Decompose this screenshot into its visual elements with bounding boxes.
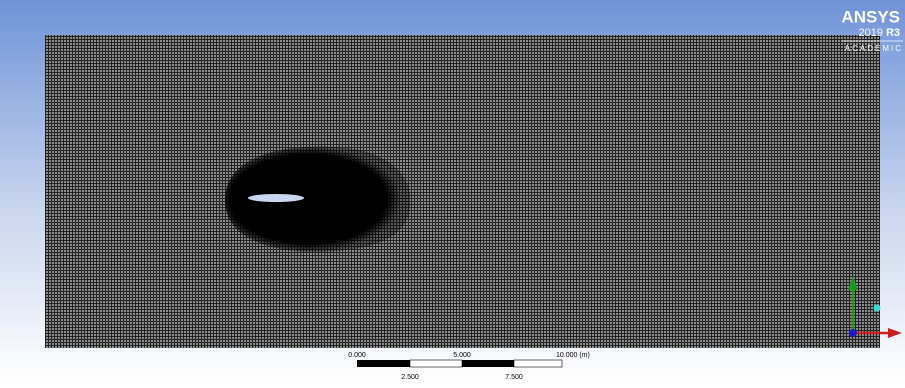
scale-label: 0.000 — [348, 352, 366, 359]
scale-label: 2.500 — [401, 374, 419, 381]
logo-version: 2019 — [859, 27, 883, 39]
triad-z-axis — [849, 329, 857, 337]
scale-segment — [357, 360, 410, 367]
triad-iso-ball — [874, 305, 881, 312]
scale-label: 10.000 (m) — [556, 352, 590, 359]
scale-label: 5.000 — [453, 352, 471, 359]
logo-brand: ANSYS — [841, 7, 900, 26]
scale-segment — [462, 360, 514, 367]
logo-edition: ACADEMIC — [845, 44, 903, 53]
logo-release: R3 — [886, 27, 900, 39]
viewport: ANSYS 2019 R3 ACADEMIC 0.000 5.000 10.00… — [0, 0, 905, 383]
mesh — [45, 35, 880, 348]
scale-segment — [514, 360, 562, 367]
scale-segment — [410, 360, 462, 367]
airfoil — [248, 194, 304, 202]
scale-label: 7.500 — [505, 374, 523, 381]
